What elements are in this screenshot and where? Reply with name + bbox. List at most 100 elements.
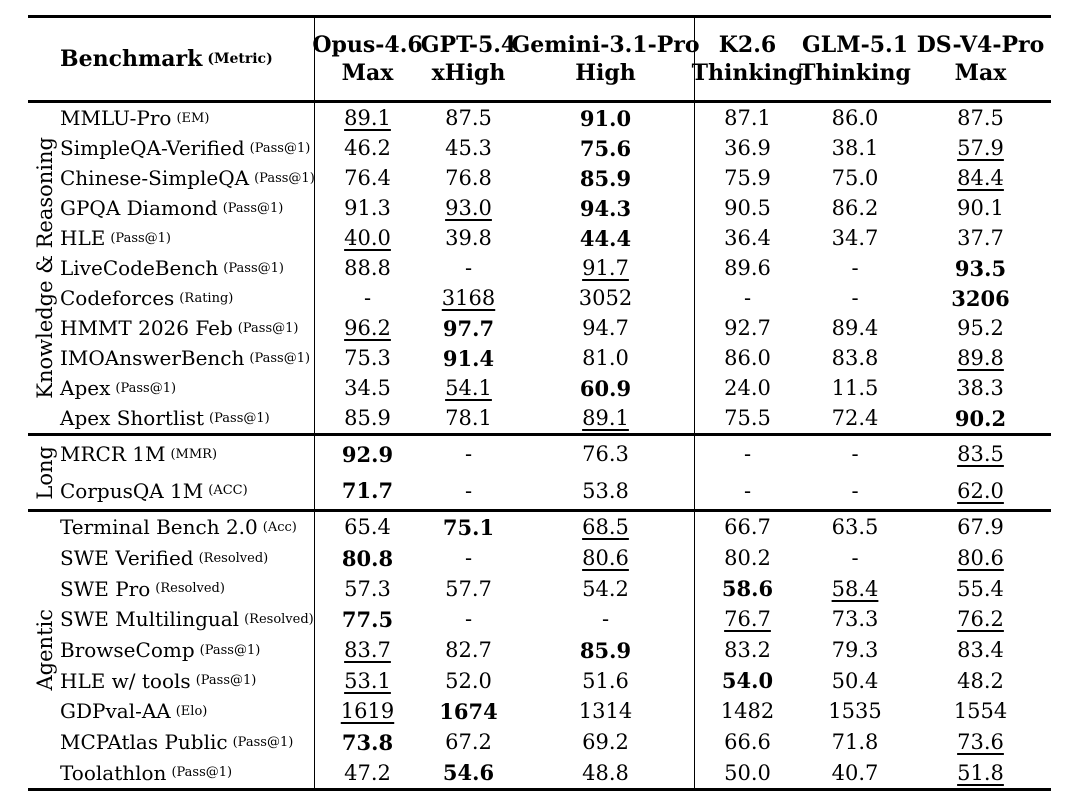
benchmark-name: IMOAnswerBench bbox=[60, 346, 245, 370]
score-value: 36.4 bbox=[724, 226, 771, 250]
benchmark-cell: Codeforces (Rating) bbox=[28, 283, 315, 313]
score-cell: 37.7 bbox=[910, 223, 1051, 253]
score-cell: - bbox=[420, 436, 517, 473]
score-value: 66.7 bbox=[724, 515, 771, 540]
table-row: Apex (Pass@1) 34.5 54.1 60.9 24.0 11.5 38.3 bbox=[28, 373, 1051, 403]
benchmark-cell: Terminal Bench 2.0 (Acc) bbox=[28, 512, 315, 543]
table-row: Terminal Bench 2.0 (Acc) 65.4 75.1 68.5 66.7 6… bbox=[28, 512, 1051, 543]
score-value: 40.0 bbox=[344, 226, 391, 250]
benchmark-header-metric: (Metric) bbox=[207, 51, 273, 67]
score-value: 80.2 bbox=[724, 546, 771, 570]
score-value: 94.3 bbox=[579, 195, 632, 221]
score-value: 36.9 bbox=[724, 136, 771, 160]
score-value: 44.4 bbox=[579, 225, 632, 251]
score-cell: 24.0 bbox=[695, 373, 800, 403]
benchmark-name: SimpleQA-Verified bbox=[60, 136, 245, 160]
model-name: GPT-5.4 bbox=[420, 32, 517, 58]
score-cell: 87.5 bbox=[420, 103, 517, 133]
score-cell: 1482 bbox=[695, 696, 800, 727]
score-cell: 90.5 bbox=[695, 193, 800, 223]
score-value: 87.1 bbox=[724, 106, 771, 130]
benchmark-metric: (Elo) bbox=[175, 703, 208, 719]
benchmark-name: BrowseComp bbox=[60, 638, 195, 663]
score-cell: 75.9 bbox=[695, 163, 800, 193]
score-cell: 60.9 bbox=[517, 373, 695, 403]
score-cell: 85.9 bbox=[517, 163, 695, 193]
score-cell: 73.3 bbox=[800, 604, 910, 635]
score-cell: 80.8 bbox=[315, 543, 420, 574]
benchmark-name: MRCR 1M bbox=[60, 442, 166, 467]
score-value: 89.6 bbox=[724, 256, 771, 280]
score-cell: 1554 bbox=[910, 696, 1051, 727]
score-cell: 85.9 bbox=[315, 403, 420, 433]
score-cell: 57.3 bbox=[315, 573, 420, 604]
score-cell: 58.4 bbox=[800, 573, 910, 604]
score-value: 62.0 bbox=[957, 478, 1004, 503]
benchmark-name: SWE Verified bbox=[60, 546, 194, 570]
score-cell: - bbox=[800, 283, 910, 313]
score-cell: 80.6 bbox=[517, 542, 695, 574]
table-row: Codeforces (Rating) - 3168 3052 - - 3206 bbox=[28, 283, 1051, 313]
score-cell: 76.2 bbox=[910, 604, 1051, 635]
score-cell: 51.6 bbox=[517, 665, 695, 697]
score-value: 93.0 bbox=[445, 196, 492, 220]
score-cell: 75.1 bbox=[420, 512, 517, 543]
score-cell: 65.4 bbox=[315, 512, 420, 543]
benchmark-metric: (Pass@1) bbox=[209, 410, 270, 426]
section-agentic: Agentic Terminal Bench 2.0 (Acc) 65.4 75.1 6… bbox=[28, 512, 1051, 789]
benchmark-metric: (MMR) bbox=[170, 446, 218, 462]
score-cell: 71.7 bbox=[315, 473, 420, 510]
score-value: 91.3 bbox=[344, 196, 391, 220]
benchmark-metric: (Acc) bbox=[262, 519, 297, 535]
benchmark-metric: (Pass@1) bbox=[237, 320, 299, 336]
benchmark-name: Apex Shortlist bbox=[60, 406, 205, 430]
score-cell: 57.7 bbox=[420, 573, 517, 604]
score-cell: 58.6 bbox=[695, 573, 800, 604]
score-cell: 3052 bbox=[517, 283, 695, 313]
model-name: K2.6 bbox=[718, 32, 777, 58]
table-row: Apex Shortlist (Pass@1) 85.9 78.1 89.1 75.5 72… bbox=[28, 403, 1051, 433]
score-value: 11.5 bbox=[831, 376, 879, 400]
score-cell: 45.3 bbox=[420, 133, 517, 163]
score-cell: 68.5 bbox=[517, 512, 695, 543]
score-value: 1482 bbox=[720, 699, 775, 724]
score-value: - bbox=[464, 546, 473, 570]
score-value: 71.7 bbox=[341, 478, 394, 504]
score-cell: 94.7 bbox=[517, 313, 695, 343]
benchmark-cell: Chinese-SimpleQA (Pass@1) bbox=[28, 163, 315, 193]
benchmark-name: HLE w/ tools bbox=[60, 668, 191, 693]
model-name: Opus-4.6 bbox=[312, 32, 423, 58]
score-cell: 46.2 bbox=[315, 133, 420, 163]
score-value: 60.9 bbox=[579, 375, 632, 401]
benchmark-table: Benchmark (Metric) Opus-4.6 Max GPT-5.4 … bbox=[28, 15, 1051, 791]
score-value: 38.1 bbox=[831, 136, 879, 160]
benchmark-cell: Toolathlon (Pass@1) bbox=[28, 757, 315, 789]
score-value: 55.4 bbox=[957, 576, 1004, 601]
score-value: 95.2 bbox=[957, 316, 1004, 340]
score-cell: - bbox=[420, 473, 517, 510]
table-row: SWE Multilingual (Resolved) 77.5 - - 76.7 73.3… bbox=[28, 604, 1051, 635]
score-cell: 73.6 bbox=[910, 727, 1051, 758]
score-value: - bbox=[743, 286, 752, 310]
score-value: 76.8 bbox=[445, 166, 492, 190]
score-cell: 87.1 bbox=[695, 103, 800, 133]
score-value: 86.2 bbox=[831, 196, 879, 220]
score-value: 88.8 bbox=[344, 256, 391, 280]
bottom-rule bbox=[28, 788, 1051, 791]
score-cell: 86.0 bbox=[800, 103, 910, 133]
score-value: 91.7 bbox=[582, 256, 629, 280]
score-value: 90.2 bbox=[954, 405, 1007, 431]
score-cell: 48.8 bbox=[517, 757, 695, 789]
column-header-opus: Opus-4.6 Max bbox=[312, 18, 423, 100]
score-cell: 54.6 bbox=[420, 757, 517, 788]
benchmark-cell: SWE Multilingual (Resolved) bbox=[28, 604, 315, 635]
score-cell: 1314 bbox=[517, 696, 695, 727]
score-value: 37.7 bbox=[957, 226, 1004, 250]
column-header-glm: GLM-5.1 Thinking bbox=[799, 18, 911, 100]
benchmark-name: GPQA Diamond bbox=[60, 196, 218, 220]
score-cell: 85.9 bbox=[517, 634, 695, 666]
score-value: 39.8 bbox=[445, 226, 492, 250]
benchmark-metric: (Rating) bbox=[179, 290, 234, 306]
score-value: 63.5 bbox=[831, 515, 879, 540]
